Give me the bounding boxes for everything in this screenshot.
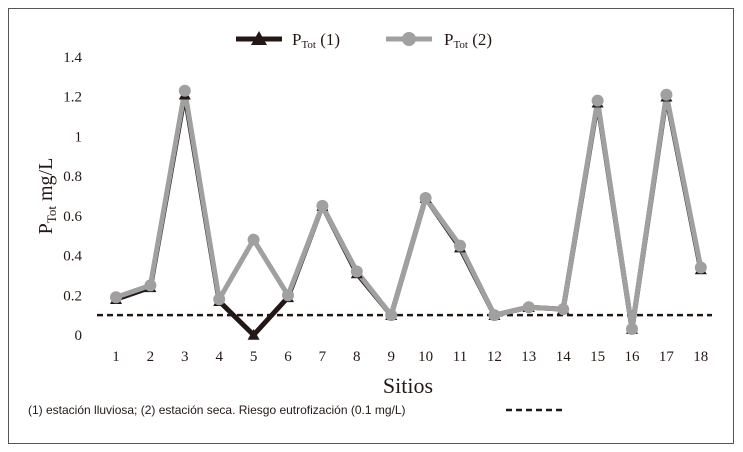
- y-axis: 0 0.2 0.4 0.6 0.8 1 1.2 1.4: [63, 50, 82, 344]
- x-tick-label: 7: [319, 349, 327, 365]
- series-2-point: [144, 279, 157, 292]
- legend-label-2: PTot (2): [444, 30, 492, 51]
- series-2-point: [110, 291, 122, 304]
- y-tick-label: 0.6: [63, 209, 82, 225]
- series-2-point: [213, 293, 226, 306]
- series-layer: [110, 84, 707, 340]
- y-tick-label: 0.4: [63, 249, 82, 265]
- x-axis: 1 2 3 4 5 6 7 8 9 10 11 12 13 14 15 16 17 18: [112, 349, 708, 365]
- footnote: (1) estación lluviosa; (2) estación seca…: [28, 403, 564, 417]
- footnote-text: (1) estación lluviosa; (2) estación seca…: [28, 403, 406, 417]
- x-tick-label: 4: [215, 349, 223, 365]
- series-2-point: [626, 323, 638, 336]
- series-2-point: [488, 309, 501, 322]
- series-2-point: [454, 239, 466, 252]
- series-2-point: [350, 265, 363, 278]
- series-2-point: [694, 261, 707, 274]
- series-2-point: [660, 88, 673, 101]
- x-axis-label: Sitios: [383, 373, 433, 398]
- x-tick-label: 3: [181, 349, 189, 365]
- series-2-point: [178, 84, 191, 97]
- x-tick-label: 13: [521, 349, 536, 365]
- series-2-point: [591, 94, 604, 107]
- x-tick-label: 14: [556, 349, 572, 365]
- y-axis-label: PTot mg/L: [35, 158, 59, 235]
- legend: PTot (1) PTot (2): [236, 30, 492, 51]
- series-2-point: [522, 301, 535, 314]
- x-tick-label: 8: [353, 349, 361, 365]
- x-tick-label: 18: [693, 349, 708, 365]
- series-2-point: [385, 309, 398, 322]
- y-tick-label: 1.4: [63, 50, 82, 66]
- chart-frame: [8, 8, 734, 444]
- y-tick-label: 1: [75, 129, 83, 145]
- series-1-point: [247, 329, 260, 340]
- series-2-point: [316, 199, 329, 212]
- x-tick-label: 12: [487, 349, 502, 365]
- y-tick-label: 0.8: [63, 169, 82, 185]
- legend-marker-1: [251, 31, 267, 45]
- y-tick-label: 1.2: [63, 90, 82, 106]
- x-tick-label: 9: [387, 349, 395, 365]
- legend-marker-2: [402, 32, 416, 46]
- legend-label-1: PTot (1): [292, 30, 340, 51]
- y-tick-label: 0: [75, 328, 83, 344]
- series-2-point: [557, 303, 570, 316]
- x-tick-label: 17: [659, 349, 675, 365]
- series-line-2: [115, 88, 704, 332]
- x-tick-label: 1: [112, 349, 120, 365]
- x-tick-label: 6: [284, 349, 292, 365]
- series-2-point: [419, 191, 432, 204]
- x-tick-label: 2: [147, 349, 155, 365]
- x-tick-label: 10: [418, 349, 433, 365]
- x-tick-label: 15: [590, 349, 605, 365]
- x-tick-label: 5: [250, 349, 258, 365]
- y-tick-label: 0.2: [63, 288, 82, 304]
- x-tick-label: 11: [453, 349, 467, 365]
- series-2-point: [247, 233, 260, 246]
- series-2-point: [282, 289, 294, 302]
- x-tick-label: 16: [625, 349, 641, 365]
